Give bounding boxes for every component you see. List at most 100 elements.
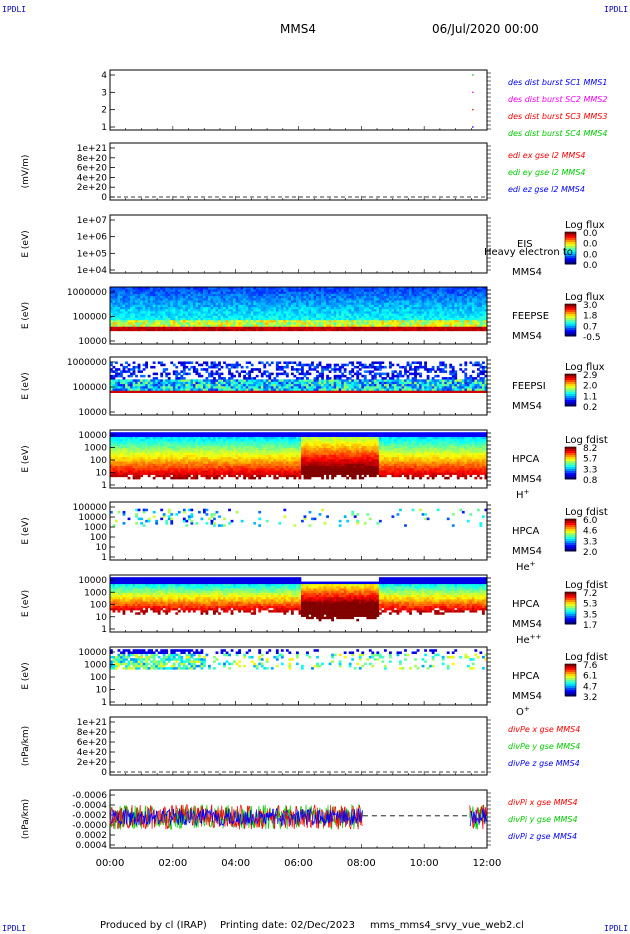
spectrogram-cell bbox=[165, 311, 169, 314]
spectrogram-cell bbox=[225, 308, 229, 312]
spectrogram-cell bbox=[356, 324, 360, 327]
spectrogram-cell bbox=[366, 390, 370, 393]
spectrogram-cell bbox=[155, 388, 159, 391]
spectrogram-cell bbox=[167, 322, 171, 325]
spectrogram-cell bbox=[165, 308, 169, 312]
spectrogram-cell bbox=[333, 322, 337, 325]
spectrogram-cell bbox=[263, 300, 267, 303]
colorbar-cell bbox=[565, 308, 576, 311]
colorbar-cell bbox=[565, 326, 576, 329]
spectrogram-cell bbox=[190, 291, 194, 294]
spectrogram-cell bbox=[213, 295, 216, 299]
spectrogram-cell bbox=[409, 326, 412, 329]
spectrogram-cell bbox=[248, 315, 252, 318]
spectrogram-cell bbox=[391, 370, 395, 373]
spectrogram-cell bbox=[243, 300, 247, 303]
spectrogram-cell bbox=[446, 379, 450, 382]
spectrogram-cell bbox=[263, 363, 267, 367]
spectrogram-cell bbox=[285, 383, 289, 387]
spectrogram-cell bbox=[265, 317, 269, 321]
spectrogram-cell bbox=[318, 297, 322, 301]
spectrogram-cell bbox=[283, 388, 287, 391]
spectrogram-cell bbox=[401, 326, 405, 329]
colorbar-cell bbox=[565, 314, 576, 317]
spectrogram-cell bbox=[233, 328, 236, 332]
spectrogram-cell bbox=[293, 300, 297, 303]
spectrogram-cell bbox=[147, 291, 151, 294]
spectrogram-cell bbox=[238, 372, 241, 376]
spectrogram-cell bbox=[238, 313, 241, 316]
spectrogram-cell bbox=[363, 388, 367, 391]
spectrogram-cell bbox=[388, 383, 392, 387]
spectrogram-cell bbox=[225, 293, 229, 297]
spectrogram-cell bbox=[258, 361, 262, 364]
spectrogram-cell bbox=[152, 313, 156, 316]
spectrogram-cell bbox=[233, 381, 236, 385]
spectrogram-cell bbox=[280, 297, 284, 301]
spectrogram-cell bbox=[459, 293, 463, 297]
spectrogram-cell bbox=[341, 289, 345, 292]
spectrogram-cell bbox=[456, 381, 460, 385]
spectrogram-cell bbox=[157, 324, 161, 327]
spectrogram-cell bbox=[366, 287, 370, 290]
spectrogram-cell bbox=[210, 374, 214, 378]
spectrogram-cell bbox=[343, 386, 347, 389]
spectrogram-cell bbox=[444, 377, 448, 380]
spectrogram-cell bbox=[328, 293, 332, 297]
spectrogram-cell bbox=[122, 322, 126, 325]
spectrogram-cell bbox=[321, 295, 324, 299]
spectrogram-cell bbox=[218, 383, 221, 387]
spectrogram-cell bbox=[147, 287, 151, 290]
spectrogram-cell bbox=[175, 365, 179, 369]
spectrogram-cell bbox=[378, 368, 382, 371]
spectrogram-cell bbox=[351, 328, 355, 332]
spectrogram-cell bbox=[230, 379, 234, 382]
spectrogram-cell bbox=[208, 306, 211, 310]
spectrogram-cell bbox=[321, 302, 324, 305]
spectrogram-cell bbox=[431, 365, 435, 369]
spectrogram-cell bbox=[175, 379, 179, 382]
spectrogram-cell bbox=[316, 291, 319, 294]
spectrogram-cell bbox=[386, 315, 390, 318]
spectrogram-cell bbox=[434, 317, 438, 321]
spectrogram-cell bbox=[441, 306, 445, 310]
spectrogram-cell bbox=[195, 304, 199, 308]
spectrogram-cell bbox=[323, 386, 327, 389]
spectrogram-cell bbox=[167, 317, 171, 321]
spectrogram-cell bbox=[205, 381, 209, 385]
spectrogram-cell bbox=[187, 368, 191, 371]
spectrogram-cell bbox=[306, 295, 309, 299]
spectrogram-cell bbox=[328, 302, 332, 305]
spectrogram-cell bbox=[394, 287, 397, 290]
spectrogram-cell bbox=[225, 311, 229, 314]
spectrogram-cell bbox=[127, 379, 131, 382]
spectrogram-cell bbox=[394, 297, 397, 301]
spectrogram-cell bbox=[439, 381, 443, 385]
spectrogram-cell bbox=[130, 311, 133, 314]
spectrogram-cell bbox=[441, 315, 445, 318]
spectrogram-cell bbox=[341, 297, 345, 301]
spectrogram-cell bbox=[378, 324, 382, 327]
spectrogram-cell bbox=[401, 381, 405, 385]
spectrogram-cell bbox=[469, 315, 473, 318]
spectrogram-cell bbox=[406, 300, 410, 303]
spectrogram-cell bbox=[142, 289, 146, 292]
spectrogram-cell bbox=[187, 317, 191, 321]
spectrogram-cell bbox=[165, 302, 169, 305]
spectrogram-cell bbox=[155, 306, 159, 310]
spectrogram-cell bbox=[351, 324, 355, 327]
spectrogram-cell bbox=[195, 295, 199, 299]
spectrogram-cell bbox=[363, 295, 367, 299]
spectrogram-cell bbox=[150, 302, 154, 305]
spectrogram-cell bbox=[213, 386, 216, 389]
spectrogram-cell bbox=[333, 368, 337, 371]
spectrogram-cell bbox=[464, 291, 468, 294]
spectrogram-cell bbox=[152, 386, 156, 389]
spectrogram-cell bbox=[233, 326, 236, 329]
spectrogram-cell bbox=[481, 388, 485, 391]
spectrogram-cell bbox=[213, 328, 216, 332]
spectrogram-cell bbox=[316, 297, 319, 301]
spectrogram-cell bbox=[180, 289, 184, 292]
spectrogram-cell bbox=[120, 459, 123, 462]
spectrogram-cell bbox=[270, 324, 274, 327]
